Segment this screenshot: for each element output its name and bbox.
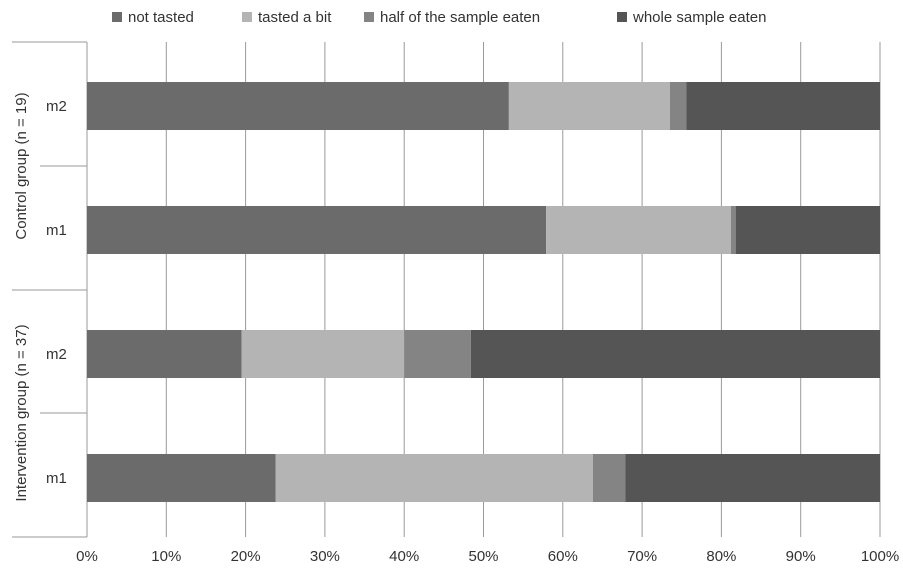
x-tick-label: 30% [310,548,340,565]
bar-segment-tasted-a-bit [241,330,405,378]
legend-label: not tasted [128,9,194,26]
legend-label: half of the sample eaten [380,9,540,26]
bar-segment-half-of-the-sample-eaten [730,206,736,254]
bar-segment-tasted-a-bit [546,206,731,254]
legend-swatch [242,12,252,22]
bar-segment-not-tasted [87,82,509,130]
legend-swatch [112,12,122,22]
bar-segment-half-of-the-sample-eaten [404,330,471,378]
legend-swatch [364,12,374,22]
bar-segment-half-of-the-sample-eaten [592,454,626,502]
legend-swatch [617,12,627,22]
legend-label: tasted a bit [258,9,332,26]
x-tick-label: 10% [151,548,181,565]
x-tick-label: 80% [706,548,736,565]
x-tick-label: 20% [231,548,261,565]
bar-segment-not-tasted [87,330,242,378]
category-label: m1 [46,222,67,239]
bar-segment-not-tasted [87,206,547,254]
x-tick-label: 50% [468,548,498,565]
category-label: m2 [46,346,67,363]
legend-label: whole sample eaten [632,9,766,26]
bar-segment-whole-sample-eaten [470,330,880,378]
bar-segment-whole-sample-eaten [625,454,880,502]
x-tick-label: 60% [548,548,578,565]
group-label: Intervention group (n = 37) [13,324,30,501]
bar-segment-tasted-a-bit [508,82,670,130]
x-tick-label: 40% [389,548,419,565]
bar-segment-whole-sample-eaten [735,206,880,254]
category-label: m1 [46,470,67,487]
group-label: Control group (n = 19) [13,92,30,239]
x-tick-label: 70% [627,548,657,565]
x-tick-label: 90% [786,548,816,565]
bar-segment-half-of-the-sample-eaten [669,82,687,130]
category-label: m2 [46,98,67,115]
bar-segment-tasted-a-bit [275,454,593,502]
x-tick-label: 0% [76,548,98,565]
bar-segment-whole-sample-eaten [686,82,880,130]
bar-segment-not-tasted [87,454,276,502]
x-tick-label: 100% [861,548,899,565]
